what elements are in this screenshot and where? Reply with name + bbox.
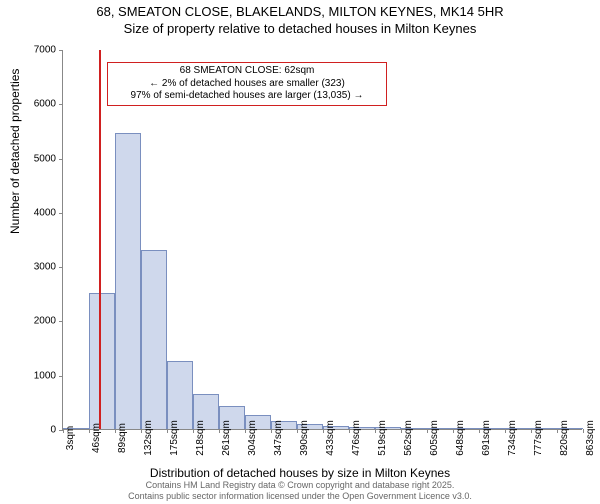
xtick-label: 347sqm [273,420,284,456]
title-line2: Size of property relative to detached ho… [0,21,600,36]
xtick-label: 132sqm [143,420,154,456]
ytick-mark [59,104,63,105]
xtick-label: 648sqm [455,420,466,456]
xtick-mark [89,429,90,433]
ytick-mark [59,267,63,268]
xtick-mark [427,429,428,433]
xtick-mark [245,429,246,433]
xtick-label: 863sqm [585,420,596,456]
xtick-label: 304sqm [247,420,258,456]
ytick-label: 2000 [20,316,56,327]
annotation-line: 68 SMEATON CLOSE: 62sqm [112,65,382,78]
ytick-label: 3000 [20,262,56,273]
xtick-mark [505,429,506,433]
xtick-mark [375,429,376,433]
x-axis-label: Distribution of detached houses by size … [0,466,600,480]
footnote: Contains HM Land Registry data © Crown c… [0,480,600,502]
xtick-label: 89sqm [117,423,128,453]
xtick-mark [219,429,220,433]
ytick-label: 7000 [20,45,56,56]
ytick-mark [59,213,63,214]
ytick-label: 1000 [20,370,56,381]
histogram-bar [141,250,167,429]
xtick-mark [271,429,272,433]
xtick-mark [349,429,350,433]
xtick-mark [167,429,168,433]
histogram-bar [89,293,115,429]
xtick-mark [401,429,402,433]
ytick-mark [59,376,63,377]
xtick-label: 261sqm [221,420,232,456]
xtick-mark [63,429,64,433]
ytick-mark [59,159,63,160]
footnote-line1: Contains HM Land Registry data © Crown c… [0,480,600,491]
xtick-label: 605sqm [429,420,440,456]
ytick-label: 0 [20,425,56,436]
ytick-label: 5000 [20,153,56,164]
xtick-mark [193,429,194,433]
histogram-bar [167,361,193,429]
xtick-mark [115,429,116,433]
xtick-label: 433sqm [325,420,336,456]
xtick-mark [323,429,324,433]
annotation-line: ← 2% of detached houses are smaller (323… [112,78,382,91]
xtick-label: 777sqm [533,420,544,456]
histogram-bar [115,133,141,429]
xtick-label: 175sqm [169,420,180,456]
annotation-line: 97% of semi-detached houses are larger (… [112,90,382,103]
xtick-mark [297,429,298,433]
chart-container: 68 SMEATON CLOSE: 62sqm← 2% of detached … [62,50,582,430]
annotation-box: 68 SMEATON CLOSE: 62sqm← 2% of detached … [107,62,387,106]
plot-area: 68 SMEATON CLOSE: 62sqm← 2% of detached … [62,50,582,430]
xtick-label: 820sqm [559,420,570,456]
ytick-mark [59,321,63,322]
xtick-mark [141,429,142,433]
ytick-label: 6000 [20,99,56,110]
xtick-mark [583,429,584,433]
xtick-label: 691sqm [481,420,492,456]
ytick-label: 4000 [20,207,56,218]
xtick-label: 218sqm [195,420,206,456]
xtick-label: 734sqm [507,420,518,456]
title-line1: 68, SMEATON CLOSE, BLAKELANDS, MILTON KE… [0,4,600,19]
xtick-label: 3sqm [65,426,76,450]
footnote-line2: Contains public sector information licen… [0,491,600,502]
xtick-label: 519sqm [377,420,388,456]
xtick-mark [557,429,558,433]
xtick-label: 476sqm [351,420,362,456]
xtick-mark [479,429,480,433]
property-marker-line [99,50,101,429]
xtick-label: 562sqm [403,420,414,456]
ytick-mark [59,50,63,51]
xtick-label: 46sqm [91,423,102,453]
xtick-label: 390sqm [299,420,310,456]
xtick-mark [531,429,532,433]
xtick-mark [453,429,454,433]
